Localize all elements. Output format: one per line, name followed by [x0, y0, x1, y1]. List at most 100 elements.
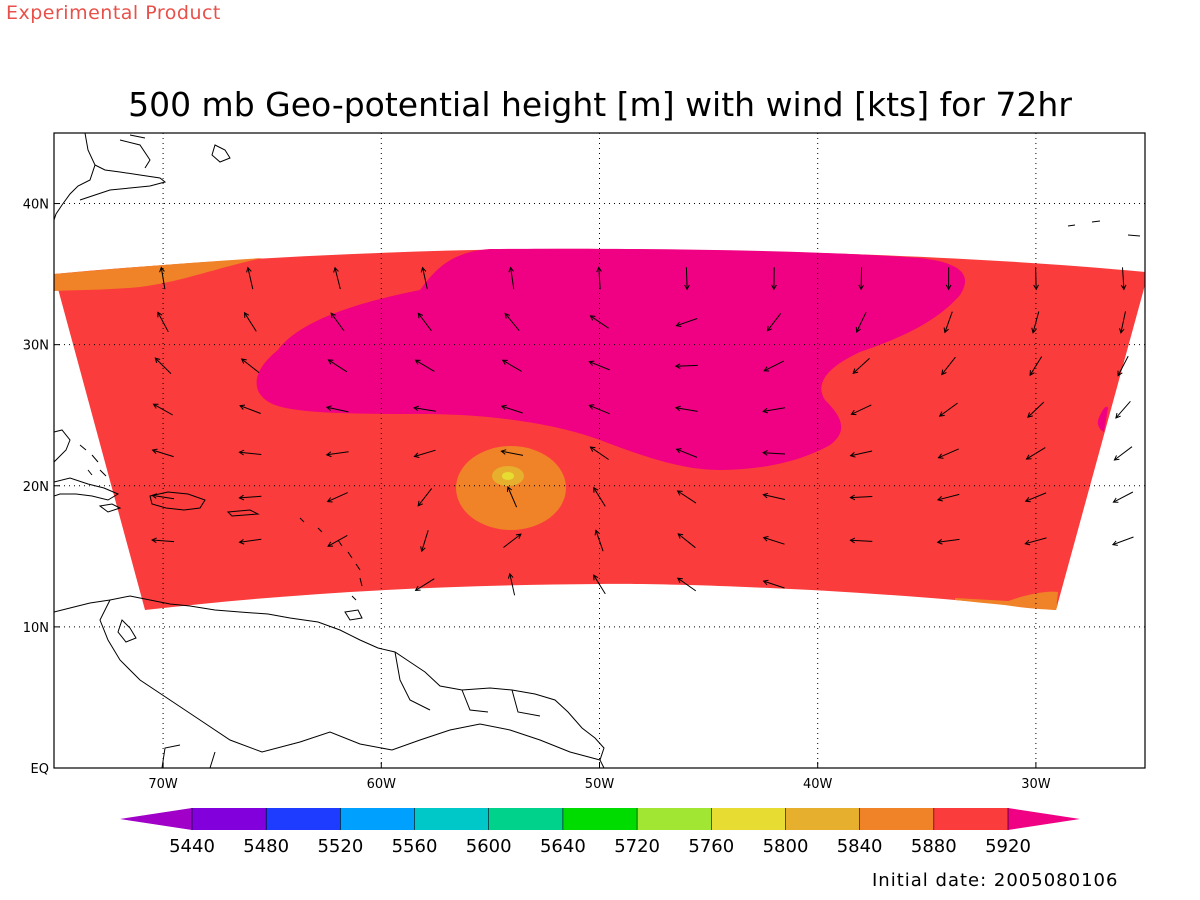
- wind-arrow: [417, 312, 432, 332]
- experimental-product-label: Experimental Product: [6, 2, 221, 24]
- geopotential-field: [54, 248, 1145, 610]
- low-center-5880: [456, 446, 566, 530]
- wind-arrow: [937, 448, 959, 459]
- wind-arrow: [677, 533, 696, 549]
- lon-tick-label: 30W: [1021, 777, 1051, 792]
- lon-tick-label: 50W: [585, 777, 615, 792]
- wind-arrow: [674, 363, 698, 369]
- wind-arrow: [849, 537, 873, 544]
- wind-arrow: [152, 403, 173, 416]
- wind-arrow: [325, 451, 349, 458]
- coastline-newfoundland: [211, 144, 231, 163]
- map-title: 500 mb Geo-potential height [m] with win…: [128, 85, 1072, 124]
- wind-arrow: [1115, 400, 1131, 419]
- wind-arrow: [238, 449, 262, 456]
- coastline-guianas: [394, 651, 541, 717]
- wind-arrow: [674, 405, 698, 412]
- wind-arrow: [676, 490, 697, 504]
- initial-date-label: Initial date: 2005080106: [872, 870, 1119, 891]
- height-field-5960-ridge: [256, 248, 966, 470]
- color-bar-labels: 5440 5480 5520 5560 5600 5640 5720 5760 5800 5840…: [169, 836, 1031, 857]
- color-bar-swatch: [192, 808, 267, 830]
- wind-arrow: [330, 312, 345, 332]
- color-bar-label: 5480: [243, 836, 289, 857]
- color-bar-swatch: [562, 808, 638, 830]
- wind-arrow: [936, 493, 960, 502]
- coastline-jamaica: [98, 503, 122, 513]
- coastline-new-england: [79, 164, 167, 201]
- color-bar-swatch: [637, 808, 712, 830]
- coastline-azores: [1067, 220, 1141, 237]
- wind-arrow: [413, 405, 436, 412]
- color-bar-label: 5760: [688, 836, 734, 857]
- color-bar-swatch: [414, 808, 490, 830]
- wind-arrow: [157, 311, 169, 333]
- color-bar-extend-high: [1008, 808, 1080, 830]
- wind-arrow: [588, 360, 610, 371]
- lon-tick-label: 60W: [367, 777, 397, 792]
- wind-arrow: [849, 450, 873, 458]
- wind-arrow: [596, 266, 602, 290]
- wind-arrow: [1024, 492, 1047, 503]
- wind-arrow: [151, 493, 175, 500]
- color-bar-label: 5880: [911, 836, 957, 857]
- wind-arrow: [151, 537, 175, 544]
- color-bar-label: 5640: [540, 836, 586, 857]
- coastline-trinidad: [344, 609, 363, 621]
- wind-arrow: [243, 311, 257, 332]
- coastline-north-america: [54, 133, 96, 221]
- coastline-venezuela-interior: [99, 599, 601, 761]
- wind-arrow: [506, 486, 518, 508]
- coastline-hispaniola: [149, 491, 206, 511]
- wind-arrow: [500, 404, 523, 414]
- wind-arrow: [238, 538, 262, 545]
- wind-arrow: [762, 536, 785, 545]
- wind-arrow: [766, 313, 782, 332]
- wind-arrow: [1031, 311, 1040, 334]
- wind-arrow: [239, 404, 261, 414]
- height-field-5880-northwest: [54, 258, 262, 291]
- wind-arrow: [327, 534, 348, 547]
- color-bar-label: 5560: [392, 836, 438, 857]
- color-bar-swatch: [488, 808, 564, 830]
- wind-arrow: [1120, 267, 1127, 291]
- longitude-labels: 70W 60W 50W 40W 30W: [148, 762, 1051, 792]
- color-bar-extend-low: [120, 808, 192, 830]
- lat-tick-label: 30N: [23, 339, 49, 354]
- lat-tick-label: 20N: [23, 480, 49, 495]
- color-bar-label: 5840: [837, 836, 883, 857]
- wind-arrow: [943, 311, 953, 334]
- lat-lon-grid: [54, 133, 1145, 768]
- color-bar-swatch: [785, 808, 861, 830]
- low-center-core: [502, 472, 514, 480]
- wind-arrow: [1112, 491, 1134, 503]
- wind-arrow: [151, 448, 174, 458]
- color-bar-swatch: [859, 808, 935, 830]
- wind-arrow: [1113, 446, 1133, 461]
- color-bar-label: 5440: [169, 836, 215, 857]
- coastlines: [54, 133, 1141, 768]
- color-bar-swatch: [266, 808, 341, 830]
- wind-arrow: [326, 492, 348, 503]
- wind-arrow: [1025, 447, 1046, 460]
- wind-arrow: [238, 494, 262, 501]
- wind-arrow: [945, 267, 952, 291]
- wind-arrow: [417, 488, 433, 507]
- wind-arrow: [675, 448, 698, 458]
- wind-arrow: [852, 358, 870, 375]
- color-bar-label: 5520: [317, 836, 363, 857]
- coastline-lesser-antilles: [299, 517, 363, 601]
- lon-tick-label: 70W: [148, 777, 178, 792]
- wind-arrow: [941, 356, 956, 376]
- color-bar-swatch: [933, 808, 1009, 830]
- wind-arrow: [159, 266, 166, 290]
- wind-arrow: [501, 359, 522, 372]
- lat-tick-label: 10N: [23, 621, 49, 636]
- coastline-south-america: [54, 595, 605, 768]
- wind-arrow: [858, 267, 865, 291]
- wind-arrow: [593, 486, 606, 507]
- coastline-maritimes: [119, 134, 151, 169]
- wind-arrow: [849, 494, 873, 501]
- wind-arrow: [1117, 355, 1129, 377]
- wind-arrow: [1027, 401, 1045, 418]
